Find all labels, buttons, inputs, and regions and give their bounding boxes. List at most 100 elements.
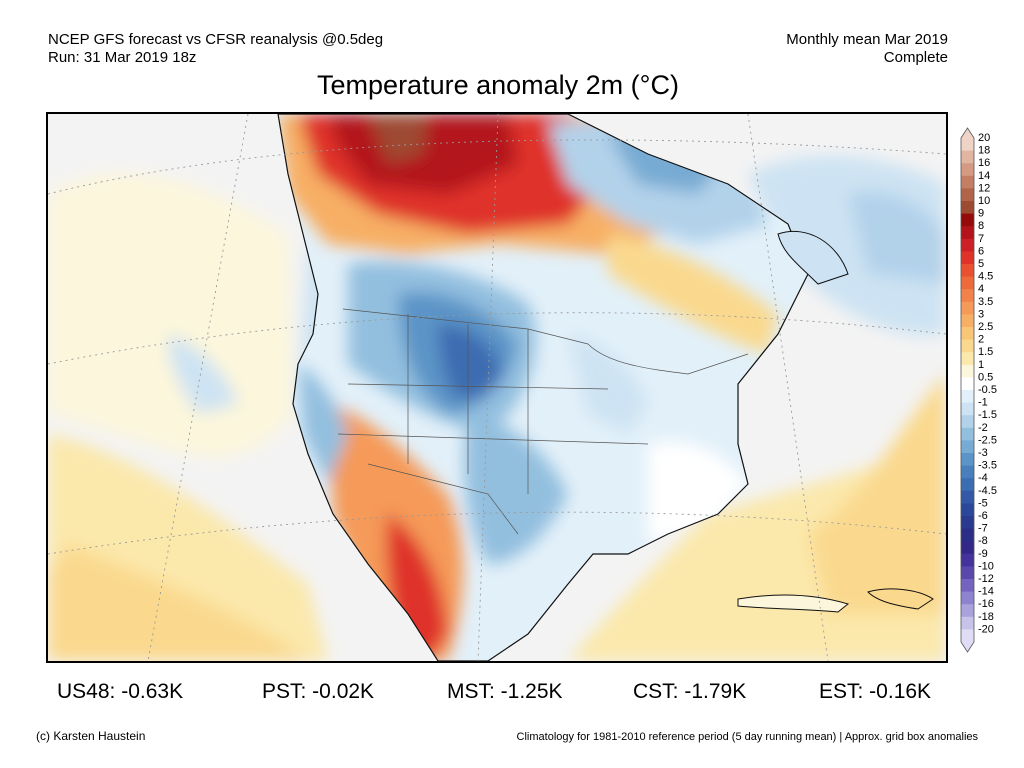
legend-swatch (961, 579, 974, 592)
legend-label: -3.5 (978, 460, 997, 472)
legend-label: 6 (978, 245, 984, 257)
legend-label: -1.5 (978, 409, 997, 421)
legend-swatch (961, 390, 974, 403)
legend-label: 9 (978, 208, 984, 220)
legend-label: 20 (978, 132, 990, 144)
legend-label: 18 (978, 145, 990, 157)
legend-swatch (961, 150, 974, 164)
header-left: NCEP GFS forecast vs CFSR reanalysis @0.… (48, 31, 383, 67)
legend-label: -2.5 (978, 434, 997, 446)
legend-swatch (961, 314, 974, 328)
legend-label: -4 (978, 472, 988, 484)
legend-label: 16 (978, 157, 990, 169)
legend-swatch (961, 541, 974, 555)
legend-label: -3 (978, 447, 988, 459)
legend-swatch (961, 478, 974, 492)
run-time: Run: 31 Mar 2019 18z (48, 49, 197, 66)
legend-label: -14 (978, 586, 994, 598)
legend-swatch (961, 553, 974, 567)
legend-top-cap (961, 128, 974, 138)
region-stats: US48: -0.63K PST: -0.02K MST: -1.25K CST… (0, 680, 1024, 706)
legend-label: -10 (978, 560, 994, 572)
legend-label: 14 (978, 170, 990, 182)
stat-pst: PST: -0.02K (262, 680, 375, 703)
period-label: Monthly mean Mar 2019 (786, 31, 948, 48)
legend-swatch (961, 616, 974, 630)
legend-swatch (961, 213, 974, 227)
legend-swatch (961, 251, 974, 265)
legend-swatch (961, 528, 974, 542)
map-title: Temperature anomaly 2m (°C) (317, 70, 679, 100)
legend-label: 5 (978, 258, 984, 270)
legend-label: -2 (978, 422, 988, 434)
legend-swatch (961, 175, 974, 189)
climatology-note: Climatology for 1981-2010 reference peri… (516, 731, 978, 743)
legend-label: -4.5 (978, 485, 997, 497)
legend-swatch (961, 352, 974, 366)
legend-swatch (961, 238, 974, 252)
legend-label: -1 (978, 397, 988, 409)
legend-swatch (961, 188, 974, 202)
legend-swatch (961, 339, 974, 353)
newfoundland-outline (777, 230, 849, 285)
legend-label: 3.5 (978, 296, 993, 308)
credit: (c) Karsten Haustein (36, 729, 146, 743)
anomaly-map (46, 112, 948, 663)
legend-label: -9 (978, 548, 988, 560)
legend-swatch (961, 503, 974, 517)
legend-swatch (961, 629, 974, 643)
legend-label: -7 (978, 523, 988, 535)
ocean-anomaly-shading (48, 155, 946, 661)
legend-label: -5 (978, 497, 988, 509)
header-right: Monthly mean Mar 2019 Complete (786, 31, 948, 67)
legend-swatch (961, 566, 974, 580)
color-legend: 201816141210987654.543.532.521.510.5-0.5… (960, 127, 997, 653)
stat-est: EST: -0.16K (819, 680, 932, 703)
legend-label: 0.5 (978, 371, 993, 383)
legend-swatch (961, 377, 974, 391)
legend-swatch (961, 301, 974, 315)
legend-swatch (961, 201, 974, 214)
legend-swatch (961, 427, 974, 441)
legend-label: -16 (978, 598, 994, 610)
legend-label: 8 (978, 220, 984, 232)
legend-swatch (961, 163, 974, 177)
legend-label: -0.5 (978, 384, 997, 396)
legend-label: -6 (978, 510, 988, 522)
legend-label: 1.5 (978, 346, 993, 358)
legend-label: 3 (978, 308, 984, 320)
legend-label: -18 (978, 611, 994, 623)
legend-label: 4 (978, 283, 984, 295)
borders (337, 308, 749, 535)
legend-swatch (961, 402, 974, 416)
legend-label: -12 (978, 573, 994, 585)
legend-swatch (961, 490, 974, 504)
legend-swatch (961, 604, 974, 618)
legend-label: 12 (978, 182, 990, 194)
legend-label: 1 (978, 359, 984, 371)
legend-swatch (961, 440, 974, 454)
stat-mst: MST: -1.25K (447, 680, 563, 703)
legend-label: -20 (978, 623, 994, 635)
legend-label: 10 (978, 195, 990, 207)
legend-label: -8 (978, 535, 988, 547)
model-description: NCEP GFS forecast vs CFSR reanalysis @0.… (48, 31, 384, 48)
legend-swatch (961, 289, 974, 303)
legend-bottom-cap (961, 642, 974, 652)
legend-label: 4.5 (978, 271, 993, 283)
graticule (48, 114, 946, 661)
legend-swatch (961, 276, 974, 290)
legend-label: 7 (978, 233, 984, 245)
legend-swatch (961, 516, 974, 529)
legend-swatch (961, 465, 974, 479)
legend-swatch (961, 138, 974, 151)
legend-swatch (961, 364, 974, 378)
legend-swatch (961, 591, 974, 605)
stat-cst: CST: -1.79K (633, 680, 747, 703)
legend-swatch (961, 327, 974, 340)
legend-swatch (961, 226, 974, 240)
stat-us48: US48: -0.63K (57, 680, 184, 703)
legend-swatch (961, 264, 974, 277)
completion-status: Complete (883, 49, 948, 66)
legend-swatch (961, 415, 974, 429)
